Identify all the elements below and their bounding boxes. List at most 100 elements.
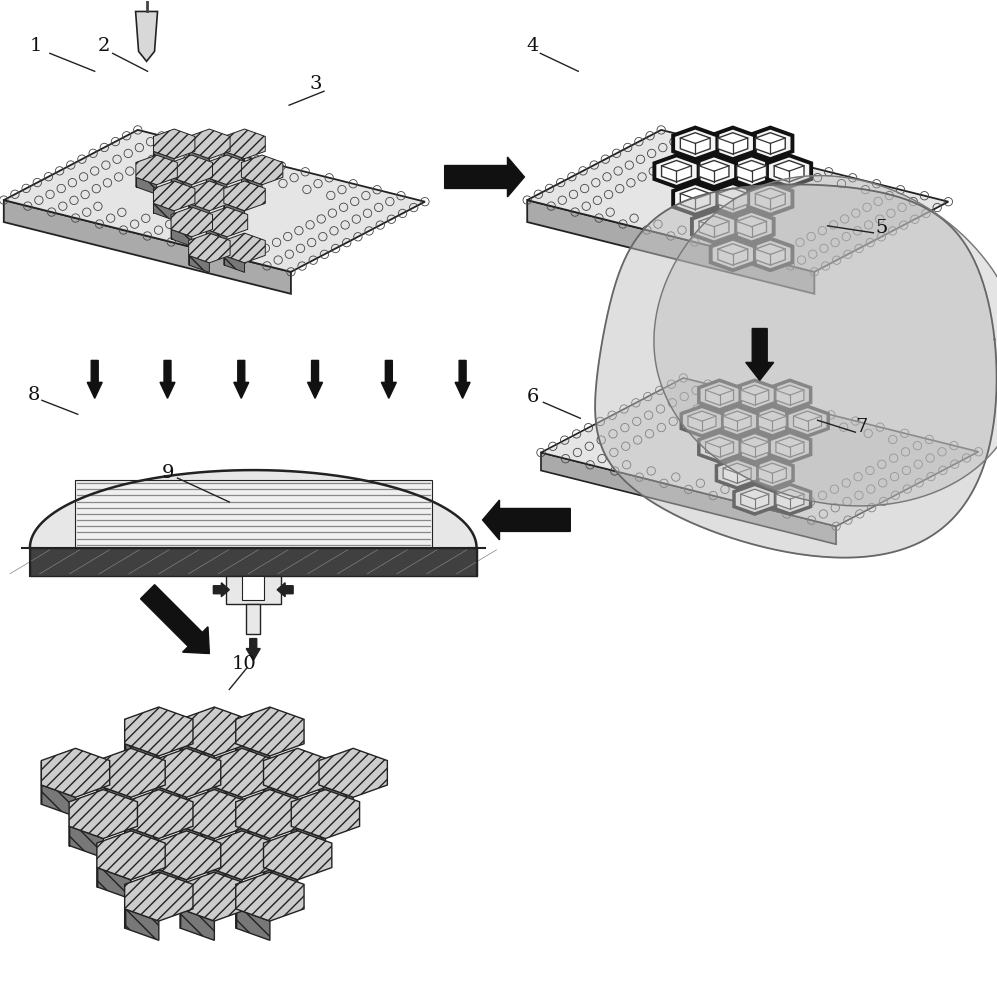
Text: 6: 6 (526, 388, 538, 406)
Text: 2: 2 (98, 37, 110, 55)
Text: 4: 4 (526, 37, 538, 55)
Polygon shape (263, 785, 298, 816)
Polygon shape (748, 183, 793, 215)
Polygon shape (741, 489, 769, 509)
Polygon shape (4, 200, 291, 294)
Polygon shape (206, 229, 227, 246)
Polygon shape (595, 184, 997, 558)
Polygon shape (206, 155, 247, 185)
Polygon shape (717, 458, 758, 488)
Polygon shape (706, 385, 734, 405)
Polygon shape (692, 211, 736, 242)
Polygon shape (125, 744, 159, 775)
Polygon shape (711, 128, 755, 159)
Text: 9: 9 (162, 464, 174, 482)
Polygon shape (235, 707, 304, 756)
Polygon shape (699, 216, 729, 237)
Polygon shape (718, 244, 748, 265)
Polygon shape (654, 155, 699, 187)
FancyArrow shape (160, 360, 175, 398)
Polygon shape (291, 790, 360, 839)
Polygon shape (319, 785, 353, 816)
Polygon shape (723, 411, 751, 431)
Polygon shape (711, 239, 755, 270)
Polygon shape (794, 411, 822, 431)
Polygon shape (188, 151, 209, 168)
Polygon shape (734, 380, 776, 410)
Polygon shape (723, 463, 751, 483)
Polygon shape (224, 255, 244, 272)
Polygon shape (208, 831, 276, 880)
Polygon shape (188, 129, 230, 159)
Text: 7: 7 (855, 418, 867, 436)
Polygon shape (241, 155, 283, 185)
Polygon shape (776, 437, 804, 457)
Polygon shape (125, 790, 193, 839)
Polygon shape (41, 785, 76, 816)
Polygon shape (235, 872, 304, 921)
Polygon shape (752, 458, 793, 488)
Polygon shape (154, 203, 174, 220)
Polygon shape (741, 437, 769, 457)
Polygon shape (756, 188, 786, 210)
Polygon shape (737, 216, 767, 237)
Polygon shape (673, 183, 718, 215)
FancyArrow shape (381, 360, 396, 398)
Polygon shape (125, 707, 193, 756)
Polygon shape (756, 244, 786, 265)
Polygon shape (208, 785, 242, 816)
Polygon shape (208, 868, 242, 899)
Polygon shape (776, 385, 804, 405)
Polygon shape (224, 233, 265, 263)
Polygon shape (718, 188, 748, 210)
Polygon shape (235, 826, 270, 858)
Polygon shape (4, 130, 425, 272)
Text: 10: 10 (231, 655, 256, 673)
Polygon shape (730, 211, 774, 242)
Polygon shape (41, 748, 110, 797)
Polygon shape (224, 129, 265, 159)
Polygon shape (180, 826, 214, 858)
Polygon shape (662, 160, 691, 182)
FancyArrow shape (307, 360, 322, 398)
Polygon shape (770, 380, 811, 410)
Polygon shape (711, 183, 755, 215)
Polygon shape (154, 129, 194, 159)
Polygon shape (125, 872, 193, 921)
Polygon shape (235, 909, 270, 940)
Text: 5: 5 (875, 219, 887, 237)
Polygon shape (263, 868, 298, 899)
Polygon shape (208, 748, 276, 797)
Polygon shape (718, 133, 748, 154)
Polygon shape (527, 130, 948, 272)
Polygon shape (681, 406, 723, 436)
Polygon shape (180, 872, 248, 921)
Polygon shape (692, 155, 736, 187)
Polygon shape (541, 378, 978, 526)
Polygon shape (734, 484, 776, 514)
Polygon shape (171, 207, 212, 237)
Polygon shape (188, 203, 209, 220)
Polygon shape (787, 406, 829, 436)
Polygon shape (734, 432, 776, 462)
FancyArrow shape (246, 639, 260, 661)
Polygon shape (748, 239, 793, 270)
Polygon shape (171, 155, 212, 185)
Polygon shape (527, 200, 815, 294)
Polygon shape (180, 790, 248, 839)
Polygon shape (153, 831, 220, 880)
Polygon shape (699, 380, 740, 410)
Polygon shape (235, 744, 270, 775)
Polygon shape (688, 411, 716, 431)
Polygon shape (69, 790, 138, 839)
Bar (75, 480, 432, 548)
Polygon shape (153, 748, 220, 797)
Polygon shape (699, 160, 729, 182)
Bar (225, 576, 281, 604)
Polygon shape (717, 406, 758, 436)
Polygon shape (235, 790, 304, 839)
FancyArrow shape (455, 360, 471, 398)
Polygon shape (775, 160, 804, 182)
Polygon shape (171, 229, 191, 246)
Polygon shape (180, 909, 214, 940)
